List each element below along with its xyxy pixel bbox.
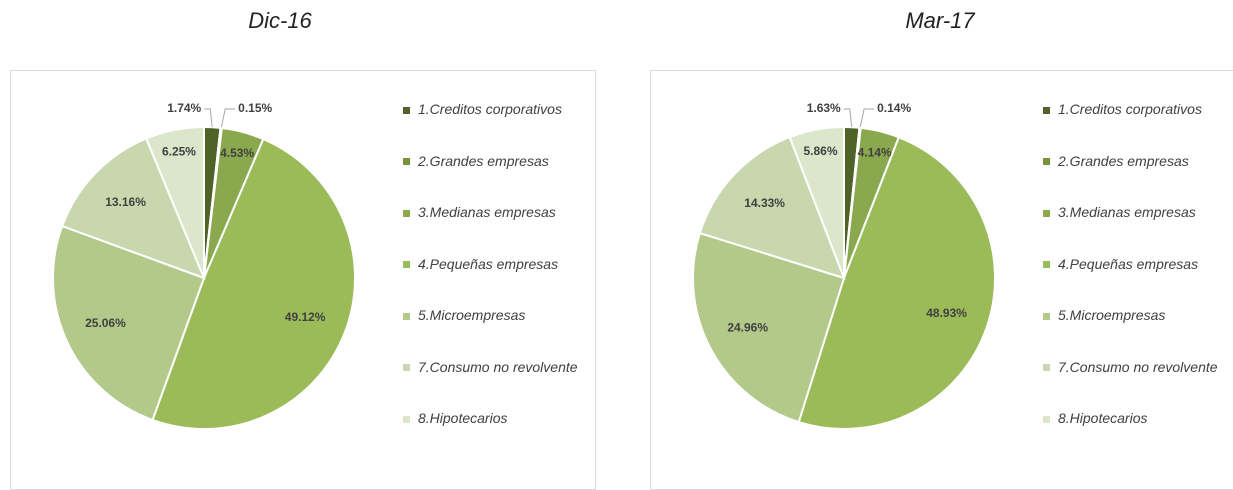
pie-chart: 1.63% 0.14% 4.14% 48.93% 24.96% 14.33% 5.86%	[692, 101, 996, 430]
data-label: 4.14%	[858, 146, 892, 160]
legend-item: 8.Hipotecarios	[403, 410, 508, 426]
legend-swatch	[403, 312, 410, 320]
legend-item: 4.Pequeñas empresas	[403, 256, 558, 272]
chart-title: Mar-17	[905, 8, 975, 33]
legend-item: 3.Medianas empresas	[403, 204, 556, 220]
legend-item: 7.Consumo no revolvente	[1043, 359, 1218, 375]
legend-swatch	[1043, 261, 1050, 269]
data-label: 48.93%	[926, 306, 967, 320]
data-label: 0.15%	[238, 101, 272, 115]
legend-swatch	[1043, 209, 1050, 217]
data-label: 49.12%	[285, 310, 326, 324]
legend-label: 7.Consumo no revolvente	[418, 358, 578, 375]
data-label: 1.63%	[807, 101, 841, 115]
legend-swatch	[1043, 106, 1050, 114]
legend-label: 3.Medianas empresas	[1058, 204, 1196, 220]
data-label: 5.86%	[803, 144, 837, 158]
legend-item: 7.Consumo no revolvente	[403, 359, 578, 375]
legend-swatch	[1043, 364, 1050, 372]
pie-slice	[151, 137, 356, 430]
legend-item: 5.Microempresas	[1043, 307, 1165, 323]
chart-box: 1.63% 0.14% 4.14% 48.93% 24.96% 14.33% 5.86% 1.…	[650, 70, 1233, 490]
legend-label: 2.Grandes empresas	[418, 152, 549, 169]
legend-label: 8.Hipotecarios	[418, 410, 508, 426]
legend-swatch	[403, 106, 410, 114]
legend-swatch	[1043, 158, 1050, 166]
legend-label: 8.Hipotecarios	[1058, 410, 1148, 426]
legend-label: 5.Microempresas	[418, 307, 526, 323]
legend-item: 3.Medianas empresas	[1043, 204, 1196, 220]
data-label: 13.16%	[105, 195, 146, 209]
pie-slice	[698, 135, 846, 280]
chart-box: 1.74% 0.15% 4.53% 49.12% 25.06% 13.16% 6.25% 1.…	[10, 70, 596, 490]
legend-swatch	[403, 209, 410, 217]
legend-item: 2.Grandes empresas	[1043, 153, 1189, 169]
legend-label: 7.Consumo no revolvente	[1058, 358, 1218, 375]
legend-item: 8.Hipotecarios	[1043, 410, 1148, 426]
legend-item: 2.Grandes empresas	[403, 153, 549, 169]
legend-label: 2.Grandes empresas	[1058, 152, 1189, 169]
legend-item: 5.Microempresas	[403, 307, 525, 323]
pie-chart: 1.74% 0.15% 4.53% 49.12% 25.06% 13.16% 6.25%	[52, 101, 356, 430]
legend-label: 1.Creditos corporativos	[418, 101, 562, 117]
legend-item: 1.Creditos corporativos	[1043, 101, 1202, 117]
leader-line	[204, 108, 213, 128]
data-label: 25.06%	[85, 316, 126, 330]
pie-slice	[692, 231, 846, 424]
legend-item: 4.Pequeñas empresas	[1043, 256, 1198, 272]
pie-slice	[797, 135, 996, 430]
legend-label: 3.Medianas empresas	[418, 204, 556, 220]
data-label: 6.25%	[162, 144, 196, 158]
leader-line	[220, 108, 236, 129]
data-label: 14.33%	[744, 196, 785, 210]
chart-title: Dic-16	[248, 8, 312, 33]
legend-label: 5.Microempresas	[1058, 307, 1166, 323]
legend-swatch	[403, 364, 410, 372]
pie-slice	[144, 125, 205, 279]
leader-line	[843, 108, 853, 128]
data-label: 1.74%	[167, 101, 201, 115]
pie-slice	[52, 224, 206, 422]
legend-swatch	[403, 415, 410, 423]
pie-slice	[60, 137, 206, 280]
legend-swatch	[1043, 312, 1050, 320]
legend-label: 1.Creditos corporativos	[1058, 101, 1202, 117]
legend-item: 1.Creditos corporativos	[403, 101, 562, 117]
pie-slice	[788, 125, 845, 279]
legend-label: 4.Pequeñas empresas	[418, 255, 559, 272]
data-label: 24.96%	[727, 321, 768, 335]
data-label: 4.53%	[220, 146, 254, 160]
legend-label: 4.Pequeñas empresas	[1058, 255, 1199, 272]
legend-swatch	[403, 261, 410, 269]
legend-swatch	[403, 158, 410, 166]
leader-line	[859, 108, 875, 128]
legend-swatch	[1043, 415, 1050, 423]
data-label: 0.14%	[877, 101, 911, 115]
